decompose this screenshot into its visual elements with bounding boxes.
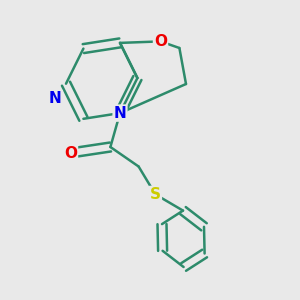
Text: O: O [154, 34, 167, 49]
Text: O: O [64, 146, 77, 160]
Text: S: S [150, 187, 161, 202]
Text: N: N [49, 91, 62, 106]
Text: N: N [114, 106, 126, 121]
